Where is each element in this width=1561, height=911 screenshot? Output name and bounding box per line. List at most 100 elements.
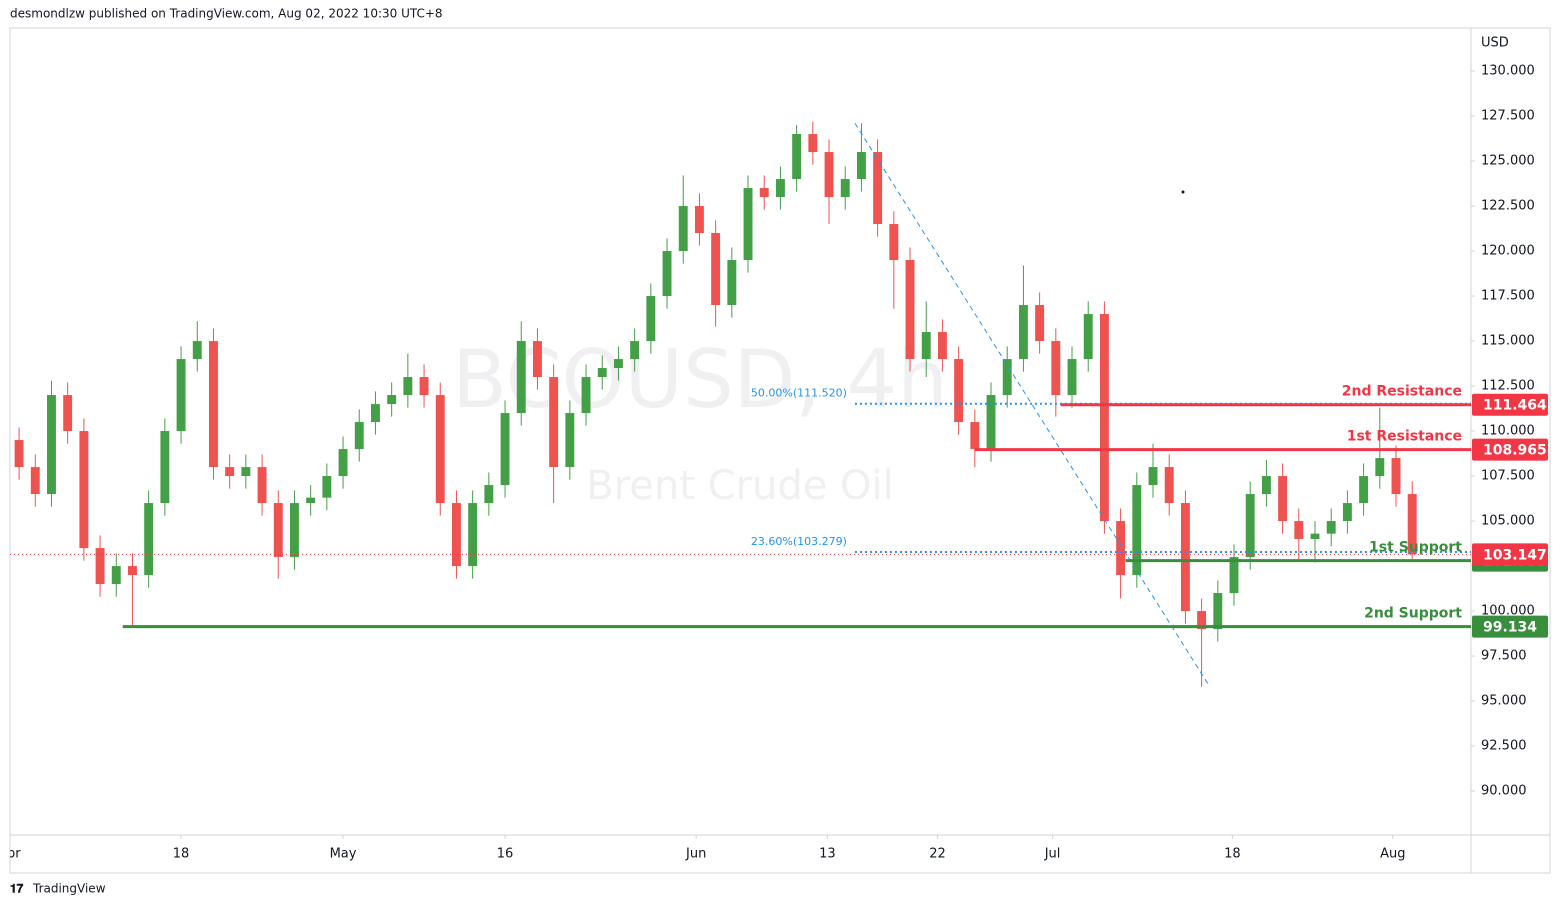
candle-body <box>921 332 931 360</box>
frame <box>9 27 1551 874</box>
candle-body <box>1375 458 1385 477</box>
candle-body <box>1326 521 1336 534</box>
y-tick-label: 115.000 <box>1481 334 1535 349</box>
candle-body <box>662 251 672 297</box>
candle-body <box>808 134 818 153</box>
candle-body <box>144 503 154 576</box>
candle-body <box>338 449 348 477</box>
candle-body <box>646 296 656 342</box>
candle-body <box>1407 494 1417 555</box>
candle-body <box>889 224 899 261</box>
plot <box>10 121 1471 687</box>
candle-body <box>1197 611 1207 630</box>
fib-trend-line <box>854 122 1211 687</box>
x-tick-label: 13 <box>819 847 836 862</box>
x-tick-label: 18 <box>1224 847 1241 862</box>
candle-body <box>613 359 623 369</box>
candle-body <box>468 503 478 567</box>
candle-body <box>1051 341 1061 396</box>
candle-body <box>532 341 542 378</box>
candle-body <box>711 233 721 306</box>
level-name: 1st Resistance <box>1347 429 1462 445</box>
candle-body <box>905 260 915 360</box>
candle-body <box>241 467 251 477</box>
candle-body <box>1229 557 1239 594</box>
price-tag-label: 111.464 <box>1483 398 1547 414</box>
candle-body <box>387 395 397 405</box>
level-name: 2nd Support <box>1364 606 1462 622</box>
candle-body <box>1245 494 1255 558</box>
candle-body <box>856 152 866 180</box>
y-tick-label: 90.000 <box>1481 784 1527 799</box>
candle-body <box>273 503 283 558</box>
candle-body <box>516 341 526 414</box>
candle-body <box>451 503 461 567</box>
candle-body <box>419 377 429 396</box>
candle-body <box>840 179 850 198</box>
y-tick-label: 117.500 <box>1481 289 1535 304</box>
x-axis-labels: Apr 18 May 16 Jun 13 22 Jul 18 Aug <box>0 835 1405 862</box>
y-tick-label: 97.500 <box>1481 649 1527 664</box>
last-price-tag <box>1472 543 1548 566</box>
watermark-symbol: BCOUSD, 4h <box>452 333 948 426</box>
candle-body <box>1116 521 1126 576</box>
candle-body <box>306 497 316 504</box>
price-tag <box>1472 438 1548 461</box>
candle-body <box>209 341 218 468</box>
candle-body <box>954 359 964 423</box>
candle-body <box>111 566 121 585</box>
candle-body <box>1180 503 1190 612</box>
y-tick-label: 110.000 <box>1481 424 1535 439</box>
candle-body <box>370 404 380 423</box>
candle-body <box>290 503 299 558</box>
candle-body <box>1164 467 1174 504</box>
candle-body <box>873 152 883 225</box>
watermark-description: Brent Crude Oil <box>586 463 894 509</box>
candle-body <box>970 422 980 450</box>
x-tick-label: Jun <box>685 847 706 862</box>
brand-logo: 𝟏𝟕 <box>10 882 24 896</box>
candle-body <box>1148 467 1158 486</box>
price-tag-label: 108.965 <box>1483 443 1547 459</box>
candle-body <box>565 413 575 468</box>
candle-body <box>1035 305 1045 342</box>
x-tick-label: 16 <box>497 847 514 862</box>
y-tick-label: 112.500 <box>1481 379 1535 394</box>
candle-body <box>484 485 494 504</box>
candle-body <box>79 431 89 549</box>
y-tick-label: 130.000 <box>1481 64 1535 79</box>
candle-body <box>322 476 332 498</box>
dot <box>1181 190 1185 194</box>
x-tick-label: 18 <box>173 847 190 862</box>
candle-body <box>63 395 73 432</box>
candle-body <box>14 440 24 468</box>
candle-body <box>1391 458 1401 495</box>
candle-body <box>1018 305 1028 360</box>
candle-body <box>727 260 737 306</box>
x-tick-label: Apr <box>0 847 21 862</box>
candle-body <box>630 341 640 360</box>
y-tick-label: 92.500 <box>1481 739 1527 754</box>
level-name: 1st Support <box>1369 540 1462 556</box>
y-tick-label: 127.500 <box>1481 109 1535 124</box>
candle-body <box>1261 476 1271 495</box>
y-tick-label: 107.500 <box>1481 469 1535 484</box>
candle-body <box>1342 503 1352 522</box>
x-tick-label: Aug <box>1380 847 1405 862</box>
x-tick-label: Jul <box>1044 847 1061 862</box>
fib-label: 50.00%(111.520) <box>751 387 847 400</box>
price-tag <box>1472 615 1548 638</box>
candle-body <box>225 467 235 477</box>
brand: TradingView <box>32 882 106 896</box>
candle-body <box>775 179 785 198</box>
candle-body <box>403 377 413 396</box>
currency: USD <box>1481 36 1509 51</box>
y-tick-label: 122.500 <box>1481 199 1535 214</box>
x-tick-label: May <box>330 847 357 862</box>
candle-body <box>678 206 688 252</box>
candle-body <box>1213 593 1223 630</box>
candle-body <box>128 566 137 576</box>
